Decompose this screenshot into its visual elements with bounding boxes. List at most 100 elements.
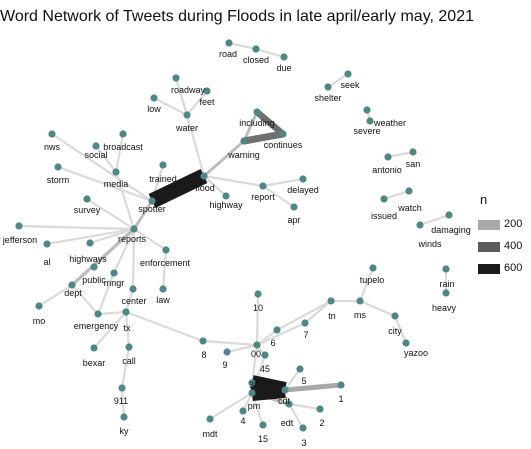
legend-label: 400: [504, 240, 523, 252]
node-label-mngr: mngr: [104, 278, 125, 288]
edge-emergency-mngr: [96, 272, 116, 315]
node-label-mdt: mdt: [202, 429, 218, 439]
node-n00: [253, 341, 261, 349]
node-warning: [240, 137, 248, 145]
node-label-damaging: damaging: [431, 225, 471, 235]
node-n1: [337, 381, 345, 389]
node-label-n8: 8: [201, 350, 206, 360]
edge-broadcast-media: [114, 133, 125, 173]
edge-n00-n30: [250, 344, 259, 384]
edge-center-reports: [131, 228, 136, 290]
node-apr: [290, 203, 298, 211]
node-tupelo: [369, 264, 377, 272]
node-label-tx: tx: [123, 323, 131, 333]
legend-key: [478, 242, 500, 252]
node-heavy: [442, 289, 450, 297]
edge-n9-n00: [226, 343, 258, 354]
edge-n7-tn: [304, 300, 332, 324]
node-label-social: social: [84, 150, 107, 160]
legend-item: 200: [478, 216, 531, 234]
node-label-apr: apr: [287, 215, 300, 225]
edge-n7-n00: [256, 322, 306, 346]
node-label-ms: ms: [354, 310, 366, 320]
node-label-n6: 6: [270, 338, 275, 348]
node-bexar: [90, 344, 98, 352]
edge-n911-call: [120, 346, 131, 389]
edge-jefferson-reports: [18, 224, 135, 231]
node-label-heavy: heavy: [432, 303, 457, 313]
node-spotter: [148, 197, 156, 205]
node-label-roadway: roadway: [171, 85, 206, 95]
edge-flood-highway: [203, 175, 227, 197]
node-highways: [86, 239, 94, 247]
node-n45: [261, 351, 269, 359]
edge-report-delayed: [262, 177, 304, 188]
node-n7: [301, 319, 309, 327]
node-label-water: water: [175, 123, 198, 133]
node-label-n2: 2: [319, 418, 324, 428]
node-emergency: [94, 310, 102, 318]
node-water: [183, 111, 191, 119]
node-ms: [356, 297, 364, 305]
node-edt: [285, 400, 293, 408]
node-label-media: media: [104, 179, 129, 189]
node-winds: [416, 221, 424, 229]
node-al: [43, 240, 51, 248]
legend-label: 200: [504, 218, 523, 230]
node-label-dept: dept: [64, 288, 82, 298]
edge-al-reports: [46, 227, 135, 246]
nodes-layer: [15, 39, 453, 432]
node-label-n00: 00: [251, 349, 261, 359]
node-antonio: [384, 153, 392, 161]
node-tx: [122, 308, 130, 316]
node-flood: [200, 172, 208, 180]
node-low: [150, 94, 158, 102]
edge-n6-tn: [276, 300, 332, 331]
legend-label: 600: [504, 262, 523, 274]
node-label-severe: severe: [353, 126, 380, 136]
node-weather: [363, 106, 371, 114]
edge-n10-n00: [255, 293, 260, 346]
node-label-n911: 911: [114, 396, 128, 406]
chart-title: Word Network of Tweets during Floods in …: [0, 8, 474, 25]
edge-n3-edt: [288, 403, 304, 429]
node-label-edt: edt: [281, 418, 294, 428]
node-label-san: san: [406, 159, 421, 169]
edge-emergency-dept: [71, 284, 99, 315]
legend-key: [478, 220, 500, 230]
edge-spotter-reports: [132, 200, 154, 230]
edge-call-tx: [124, 311, 131, 348]
node-nws: [48, 130, 56, 138]
node-including: [253, 108, 261, 116]
edge-including-continues: [254, 109, 286, 137]
edge-highways-reports: [89, 227, 135, 245]
node-jefferson: [15, 222, 23, 230]
node-label-reports: reports: [118, 234, 147, 244]
node-feet: [203, 87, 211, 95]
node-damaging: [445, 211, 453, 219]
node-closed: [252, 45, 260, 53]
edge-bexar-tx: [93, 311, 127, 349]
node-call: [125, 343, 133, 351]
edges-layer: [18, 41, 450, 429]
edge-warning-flood: [203, 139, 245, 178]
legend-item: 600: [478, 260, 531, 278]
edge-mdt-pm: [209, 392, 253, 420]
edge-nws-spotter: [51, 133, 153, 202]
node-storm: [54, 163, 62, 171]
edge-tx-n8: [125, 310, 204, 343]
node-label-n7: 7: [303, 330, 308, 340]
node-issued: [380, 195, 388, 203]
node-label-n9: 9: [222, 360, 227, 370]
node-label-n45: 45: [260, 364, 270, 374]
node-label-flood: flood: [195, 183, 215, 193]
node-label-spotter: spotter: [138, 204, 166, 214]
node-mdt: [206, 415, 214, 423]
node-label-seek: seek: [340, 80, 360, 90]
node-survey: [83, 195, 91, 203]
node-n911: [118, 384, 126, 392]
node-label-broadcast: broadcast: [103, 142, 143, 152]
node-n10: [254, 290, 262, 298]
